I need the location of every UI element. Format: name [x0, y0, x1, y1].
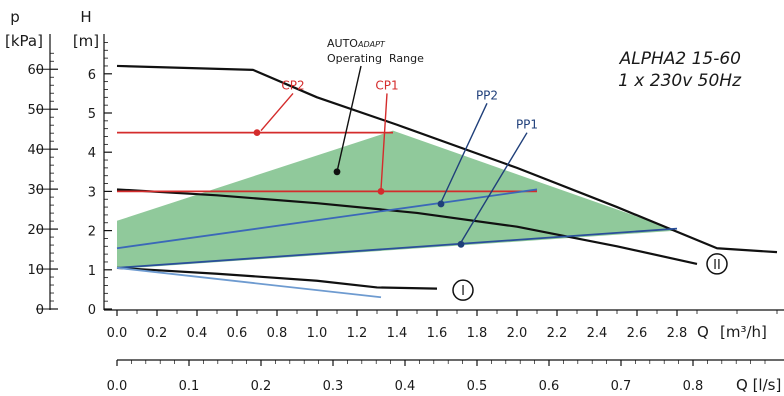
h-tick-label: 5: [88, 107, 96, 122]
marker-cp1: [377, 188, 385, 195]
marker-cp2: [253, 129, 261, 137]
operating-range-area: [117, 130, 677, 270]
x-axis-m3h-unit: [m³/h]: [720, 323, 767, 341]
operating-range-label-prefix: AUTO: [327, 37, 358, 50]
series-line-pp1: [116, 227, 678, 269]
marker-pp1: [457, 240, 465, 248]
x-m3h-tick-label: 0.8: [267, 326, 288, 341]
series-line-unnamed-7: [116, 266, 382, 299]
kpa-tick-label: 10: [27, 263, 44, 278]
h-tick-label: 6: [88, 68, 96, 83]
curve-label-i: I: [461, 284, 465, 299]
x-ls-tick-label: 0.3: [323, 379, 344, 394]
chart-subtitle: 1 x 230v 50Hz: [618, 71, 742, 91]
x-m3h-tick-label: 2.8: [667, 326, 688, 341]
series-line-ii: [116, 188, 698, 265]
leader-pp2: [440, 102, 488, 203]
series-line-pp2: [116, 188, 538, 250]
leader-cp2: [260, 93, 294, 132]
point-label-pp1: PP1: [516, 118, 538, 132]
x-m3h-tick-label: 0.4: [187, 326, 208, 341]
x-axis-ls-label: Q [l/s]: [736, 376, 781, 394]
x-ls-tick-label: 0.8: [683, 379, 704, 394]
x-m3h-tick-label: 1.6: [427, 326, 448, 341]
x-ls-tick-label: 0.2: [251, 379, 272, 394]
x-m3h-tick-label: 2.6: [627, 326, 648, 341]
x-ls-tick-label: 0.0: [107, 379, 128, 394]
h-tick-label: 2: [88, 225, 96, 240]
kpa-axis-ticks: 0 10 20 30 40 50 60: [27, 52, 58, 318]
operating-range-label-suffix: ADAPT: [357, 40, 386, 49]
x-m3h-tick-label: 2.2: [547, 326, 568, 341]
curve-label-circle-ii: [706, 253, 728, 275]
operating-range-leader: [336, 65, 362, 172]
operating-range-label: AUTOADAPT: [327, 37, 386, 50]
head-axis-unit-detail: [m]: [73, 32, 99, 50]
x-m3h-tick-label: 1.4: [387, 326, 408, 341]
head-axis-unit: H: [80, 8, 91, 26]
pressure-axis-unit: p: [10, 8, 20, 26]
kpa-tick-label: 60: [27, 63, 44, 78]
x-axis-q-label: Q: [697, 323, 709, 341]
pressure-axis-unit-detail: [kPa]: [5, 32, 43, 50]
kpa-tick-label: 20: [27, 223, 44, 238]
x-m3h-tick-label: 0.6: [227, 326, 248, 341]
x-m3h-tick-label: 2.4: [587, 326, 608, 341]
x-axis-ls-ticks: 0.0 0.1 0.2 0.3 0.4 0.5 0.6 0.7 0.8: [107, 360, 766, 394]
kpa-tick-label: 30: [27, 183, 44, 198]
point-label-cp2: CP2: [281, 78, 304, 92]
h-axis-ticks: 0 1 2 3 4 5 6: [88, 42, 112, 318]
h-tick-label: 0: [88, 303, 96, 318]
x-m3h-tick-label: 1.2: [347, 326, 368, 341]
x-m3h-tick-label: 0.2: [147, 326, 168, 341]
curve-label-circle-i: [452, 279, 474, 301]
point-label-cp1: CP1: [375, 78, 398, 92]
kpa-tick-label: 0: [36, 303, 44, 318]
series-line-i: [116, 266, 438, 290]
marker-layer: [253, 129, 465, 248]
x-m3h-tick-label: 0.0: [107, 326, 128, 341]
marker-pp2: [437, 200, 445, 208]
series-line-iii: [116, 64, 778, 254]
x-axis-m3h-ticks: 0.0 0.2 0.4 0.6 0.8 1.0 1.2 1.4 1.6 1.8 2.0 2.2 2.4 2…: [107, 310, 778, 341]
h-tick-label: 4: [88, 146, 96, 161]
x-ls-tick-label: 0.4: [395, 379, 416, 394]
marker-operating-range: [333, 168, 341, 176]
operating-range-label-line2: Operating Range: [327, 52, 424, 65]
h-tick-label: 1: [88, 264, 96, 279]
x-m3h-tick-label: 1.8: [467, 326, 488, 341]
x-ls-tick-label: 0.6: [539, 379, 560, 394]
leader-pp1: [460, 132, 528, 243]
h-tick-label: 3: [88, 185, 96, 200]
x-ls-tick-label: 0.5: [467, 379, 488, 394]
x-ls-tick-label: 0.1: [179, 379, 200, 394]
x-m3h-tick-label: 1.0: [307, 326, 328, 341]
label-layer: CP2CP1PP2PP1IIIIII: [260, 65, 728, 301]
chart-title: ALPHA2 15-60: [619, 49, 741, 69]
x-ls-tick-label: 0.7: [611, 379, 632, 394]
point-label-pp2: PP2: [476, 88, 498, 102]
kpa-tick-label: 50: [27, 103, 44, 118]
x-m3h-tick-label: 2.0: [507, 326, 528, 341]
kpa-tick-label: 40: [27, 143, 44, 158]
leader-cp1: [380, 93, 388, 190]
curve-label-ii: II: [713, 258, 721, 273]
